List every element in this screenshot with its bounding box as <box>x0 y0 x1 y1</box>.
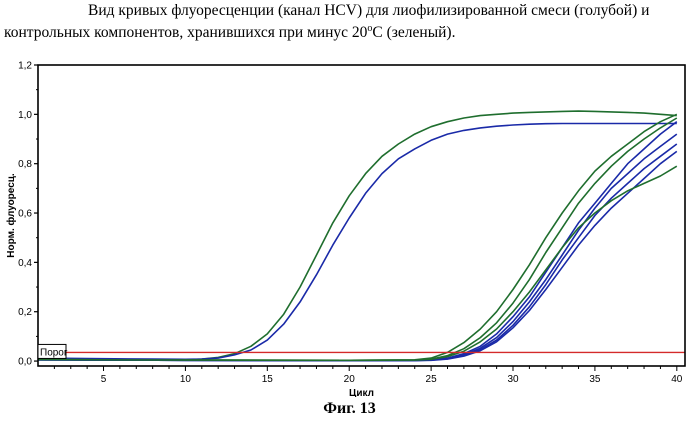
caption-line-2: контрольных компонентов, хранившихся при… <box>4 24 455 42</box>
y-tick-label: 0,6 <box>18 209 32 220</box>
x-tick-label: 40 <box>671 374 683 385</box>
y-tick-label: 0,2 <box>18 307 32 318</box>
series-line-green <box>38 118 677 360</box>
caption-line-2-prefix: контрольных компонентов, хранившихся при… <box>4 24 367 41</box>
y-tick-label: 0,4 <box>18 258 32 269</box>
plot-area-frame <box>38 65 685 366</box>
y-tick-label: 1,2 <box>18 61 32 72</box>
series-line-blue <box>38 134 677 361</box>
x-axis-label: Цикл <box>349 388 374 397</box>
x-tick-label: 15 <box>262 374 274 385</box>
x-tick-label: 10 <box>180 374 192 385</box>
caption-line-2-suffix: С (зеленый). <box>372 24 455 41</box>
x-tick-label: 20 <box>344 374 356 385</box>
x-tick-label: 35 <box>589 374 601 385</box>
caption-line-1: Вид кривых флуоресценции (канал HCV) для… <box>88 2 649 20</box>
y-axis-ticks: 0,0 0,2 0,4 0,6 0,8 1,0 1,2 <box>18 61 38 368</box>
x-tick-label: 5 <box>101 374 107 385</box>
y-tick-label: 0,0 <box>18 357 32 368</box>
series-line-blue <box>38 151 677 360</box>
x-tick-label: 25 <box>426 374 438 385</box>
series-line-green <box>38 166 677 360</box>
series-line-green <box>38 114 677 360</box>
y-axis-label: Норм. флуоресц. <box>5 173 17 258</box>
series-group <box>38 111 677 361</box>
fluorescence-chart: 0,0 0,2 0,4 0,6 0,8 1,0 1,2 5 10 15 20 25 30 35 40 По… <box>0 52 699 397</box>
threshold-label: Порог <box>40 347 68 358</box>
series-line-blue <box>38 144 677 361</box>
y-tick-label: 0,8 <box>18 159 32 170</box>
x-tick-label: 30 <box>507 374 519 385</box>
figure-caption: Вид кривых флуоресценции (канал HCV) для… <box>0 0 699 50</box>
x-axis-ticks: 5 10 15 20 25 30 35 40 <box>54 366 682 385</box>
y-tick-label: 1,0 <box>18 110 32 121</box>
figure-number: Фиг. 13 <box>0 400 699 418</box>
